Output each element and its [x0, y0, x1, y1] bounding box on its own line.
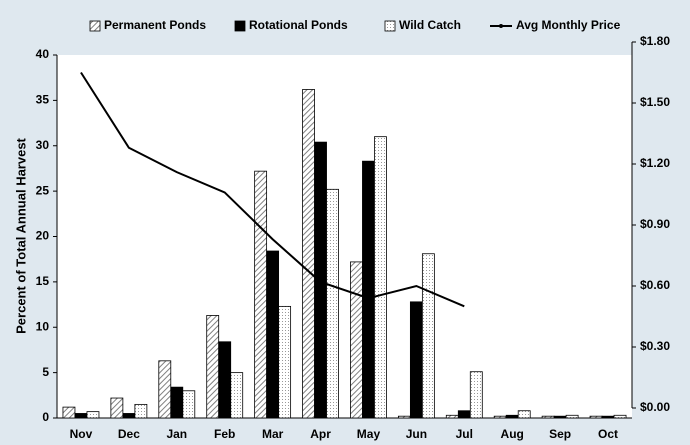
- bar: [613, 414, 627, 419]
- legend-marker: [499, 24, 503, 28]
- bar: [517, 410, 531, 419]
- bar: [110, 397, 124, 419]
- y2-tick-label: $0.90: [640, 217, 670, 231]
- y2-tick-label: $0.30: [640, 339, 670, 353]
- y2-tick-label: $1.20: [640, 156, 670, 170]
- legend-swatch: [384, 20, 396, 32]
- bar: [541, 415, 555, 419]
- bar: [74, 413, 88, 419]
- bar: [601, 415, 615, 419]
- bar: [266, 250, 280, 419]
- x-tick-label: Jul: [456, 427, 473, 441]
- x-tick-label: Mar: [262, 427, 284, 441]
- y2-tick-label: $0.60: [640, 278, 670, 292]
- bar: [457, 410, 471, 419]
- x-tick-label: Jan: [166, 427, 187, 441]
- y-axis-label: Percent of Total Annual Harvest: [13, 137, 28, 333]
- x-tick-label: Nov: [70, 427, 93, 441]
- bar: [86, 411, 100, 419]
- plot-area: [57, 55, 632, 418]
- bar: [230, 372, 244, 419]
- y-tick-label: 35: [36, 93, 50, 107]
- bar: [505, 414, 519, 419]
- bar: [553, 415, 567, 419]
- x-tick-label: Jun: [406, 427, 427, 441]
- y-tick-label: 15: [36, 274, 50, 288]
- bar: [170, 386, 184, 419]
- legend-label: Wild Catch: [399, 18, 461, 32]
- bar: [589, 415, 603, 419]
- bar: [445, 414, 459, 419]
- legend-label: Avg Monthly Price: [516, 18, 621, 32]
- bar: [362, 160, 375, 419]
- bar: [278, 305, 292, 419]
- bar: [254, 170, 268, 419]
- bar: [374, 136, 387, 419]
- x-tick-label: Apr: [310, 427, 331, 441]
- y-tick-label: 40: [36, 47, 50, 61]
- x-tick-label: Dec: [118, 427, 140, 441]
- bar: [218, 341, 232, 419]
- x-tick-label: Aug: [501, 427, 524, 441]
- bar: [469, 371, 483, 419]
- y-tick-label: 0: [42, 410, 49, 424]
- bar: [565, 414, 579, 419]
- legend-label: Rotational Ponds: [249, 18, 348, 32]
- bar: [326, 188, 339, 419]
- x-tick-label: Oct: [598, 427, 618, 441]
- bar: [122, 413, 136, 419]
- y-tick-label: 25: [36, 183, 50, 197]
- price-line: [80, 71, 465, 308]
- bar: [409, 301, 423, 419]
- legend-swatch: [89, 20, 101, 32]
- y2-tick-label: $1.50: [640, 95, 670, 109]
- bar: [134, 403, 148, 419]
- bar: [302, 89, 315, 419]
- y2-tick-label: $0.00: [640, 400, 670, 414]
- legend-swatch: [234, 20, 246, 32]
- bar: [314, 141, 327, 419]
- y-tick-label: 5: [42, 365, 49, 379]
- bar: [206, 315, 220, 419]
- bar: [421, 253, 435, 419]
- y2-tick-label: $1.80: [640, 34, 670, 48]
- bar: [182, 390, 196, 419]
- x-tick-label: Sep: [549, 427, 571, 441]
- bar: [62, 406, 76, 419]
- y-tick-label: 20: [36, 229, 50, 243]
- bar: [397, 415, 411, 419]
- x-tick-label: Feb: [214, 427, 235, 441]
- legend-label: Permanent Ponds: [104, 18, 206, 32]
- bar: [350, 261, 363, 419]
- y-tick-label: 10: [36, 319, 50, 333]
- x-tick-label: May: [357, 427, 381, 441]
- bar: [493, 415, 507, 419]
- y-tick-label: 30: [36, 138, 50, 152]
- bar: [158, 360, 172, 419]
